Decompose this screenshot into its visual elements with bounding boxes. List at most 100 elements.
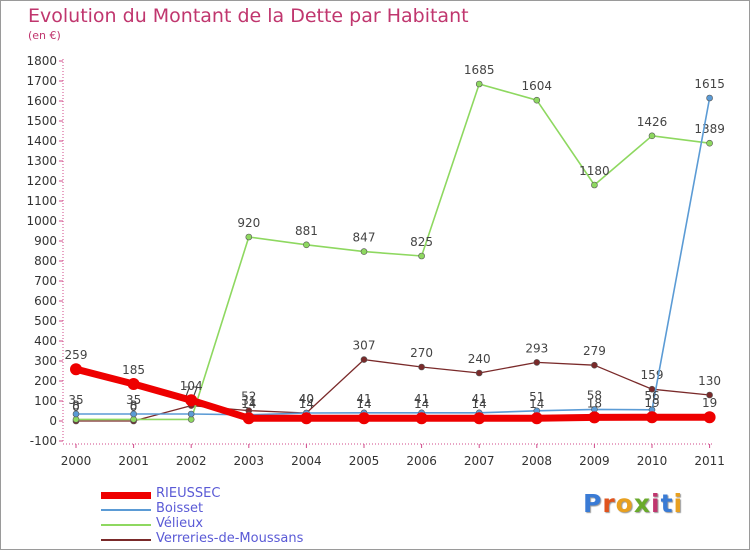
data-point bbox=[415, 412, 428, 425]
legend-label-rieussec: RIEUSSEC bbox=[156, 486, 221, 501]
data-point bbox=[418, 252, 425, 260]
data-point bbox=[533, 359, 541, 366]
y-tick-label: 400 bbox=[34, 334, 57, 348]
logo-letter: o bbox=[615, 489, 634, 518]
data-point bbox=[303, 241, 310, 249]
data-label: 19 bbox=[702, 396, 717, 410]
y-tick-label: 1100 bbox=[26, 194, 57, 208]
data-point bbox=[418, 363, 425, 371]
data-point bbox=[360, 356, 368, 363]
logo-letter: P bbox=[583, 489, 603, 518]
data-label: 259 bbox=[65, 348, 88, 362]
data-label: 35 bbox=[68, 393, 83, 407]
data-point bbox=[242, 412, 255, 425]
data-label: 14 bbox=[472, 397, 487, 411]
data-label: 51 bbox=[529, 390, 544, 404]
series-line bbox=[75, 358, 711, 422]
data-point bbox=[130, 410, 137, 418]
y-tick-label: 800 bbox=[34, 254, 57, 268]
y-tick-label: 1000 bbox=[26, 214, 57, 228]
x-tick-label: 2011 bbox=[694, 454, 725, 468]
legend-swatch-rieussec bbox=[101, 492, 151, 499]
y-tick-label: 300 bbox=[34, 354, 57, 368]
y-tick-label: 100 bbox=[34, 394, 57, 408]
y-tick-label: 0 bbox=[49, 414, 57, 428]
y-tick-label: 500 bbox=[34, 314, 57, 328]
x-tick-label: 2007 bbox=[464, 454, 495, 468]
data-label: 881 bbox=[295, 224, 318, 238]
series-line bbox=[75, 97, 711, 416]
data-point bbox=[72, 410, 80, 418]
data-label: 41 bbox=[356, 392, 371, 406]
x-tick-label: 2009 bbox=[579, 454, 610, 468]
data-point bbox=[475, 80, 483, 88]
logo-letter: t bbox=[660, 489, 674, 518]
data-label: 14 bbox=[414, 397, 429, 411]
data-point bbox=[706, 94, 713, 102]
data-label: 18 bbox=[587, 396, 602, 410]
y-tick-label: 1400 bbox=[26, 134, 57, 148]
y-tick-label: 1800 bbox=[26, 54, 57, 68]
data-point bbox=[591, 181, 598, 189]
series-line bbox=[72, 365, 714, 422]
data-label: 19 bbox=[644, 396, 659, 410]
data-point bbox=[591, 361, 598, 369]
data-label: 293 bbox=[525, 341, 548, 355]
data-label: 130 bbox=[698, 374, 721, 388]
logo-letter: i bbox=[673, 489, 684, 518]
data-point bbox=[245, 233, 253, 241]
data-label: 825 bbox=[410, 235, 433, 249]
data-point bbox=[588, 411, 601, 424]
x-tick-label: 2000 bbox=[61, 454, 92, 468]
data-label: 35 bbox=[126, 393, 141, 407]
legend-swatch-verreries bbox=[101, 539, 151, 541]
y-tick-label: 1700 bbox=[26, 74, 57, 88]
x-tick-label: 2002 bbox=[176, 454, 207, 468]
data-point bbox=[300, 412, 313, 425]
data-label: 1615 bbox=[694, 77, 725, 91]
x-tick-label: 2001 bbox=[118, 454, 149, 468]
y-tick-label: 700 bbox=[34, 274, 57, 288]
x-tick-label: 2004 bbox=[291, 454, 322, 468]
data-label: 104 bbox=[180, 379, 203, 393]
data-label: 14 bbox=[356, 397, 371, 411]
data-label: 14 bbox=[529, 397, 544, 411]
data-label: 240 bbox=[468, 352, 491, 366]
data-label: 77 bbox=[184, 385, 199, 399]
legend-label-velieux: Vélieux bbox=[156, 516, 204, 531]
data-label: 0 bbox=[72, 400, 80, 414]
x-tick-label: 2006 bbox=[406, 454, 437, 468]
data-label: 270 bbox=[410, 346, 433, 360]
data-point bbox=[648, 132, 656, 140]
data-label: 52 bbox=[241, 390, 256, 404]
data-point bbox=[703, 411, 716, 424]
y-tick-label: 200 bbox=[34, 374, 57, 388]
data-label: 920 bbox=[237, 216, 260, 230]
logo-letter: i bbox=[651, 489, 661, 518]
data-label: 847 bbox=[353, 231, 376, 245]
data-point bbox=[706, 139, 713, 147]
data-point bbox=[475, 369, 483, 377]
x-tick-label: 2010 bbox=[637, 454, 668, 468]
legend-label-boisset: Boisset bbox=[156, 501, 204, 516]
y-tick-label: 900 bbox=[34, 234, 57, 248]
chart-title: Evolution du Montant de la Dette par Hab… bbox=[28, 5, 469, 27]
data-point bbox=[187, 410, 195, 418]
data-point bbox=[360, 248, 368, 255]
y-tick-label: 600 bbox=[34, 294, 57, 308]
data-point bbox=[70, 363, 82, 376]
data-point bbox=[473, 412, 486, 425]
data-point bbox=[706, 391, 713, 399]
data-label: 1426 bbox=[637, 115, 668, 129]
data-label: 58 bbox=[587, 388, 602, 402]
data-point bbox=[185, 394, 198, 407]
chart-subtitle: (en €) bbox=[28, 29, 61, 42]
data-label: 185 bbox=[122, 363, 145, 377]
data-point bbox=[646, 411, 658, 424]
legend-swatch-boisset bbox=[101, 509, 151, 511]
data-label: 14 bbox=[241, 397, 256, 411]
logo-letter: r bbox=[602, 489, 616, 518]
data-label: 1685 bbox=[464, 63, 495, 77]
series-line bbox=[75, 83, 711, 421]
